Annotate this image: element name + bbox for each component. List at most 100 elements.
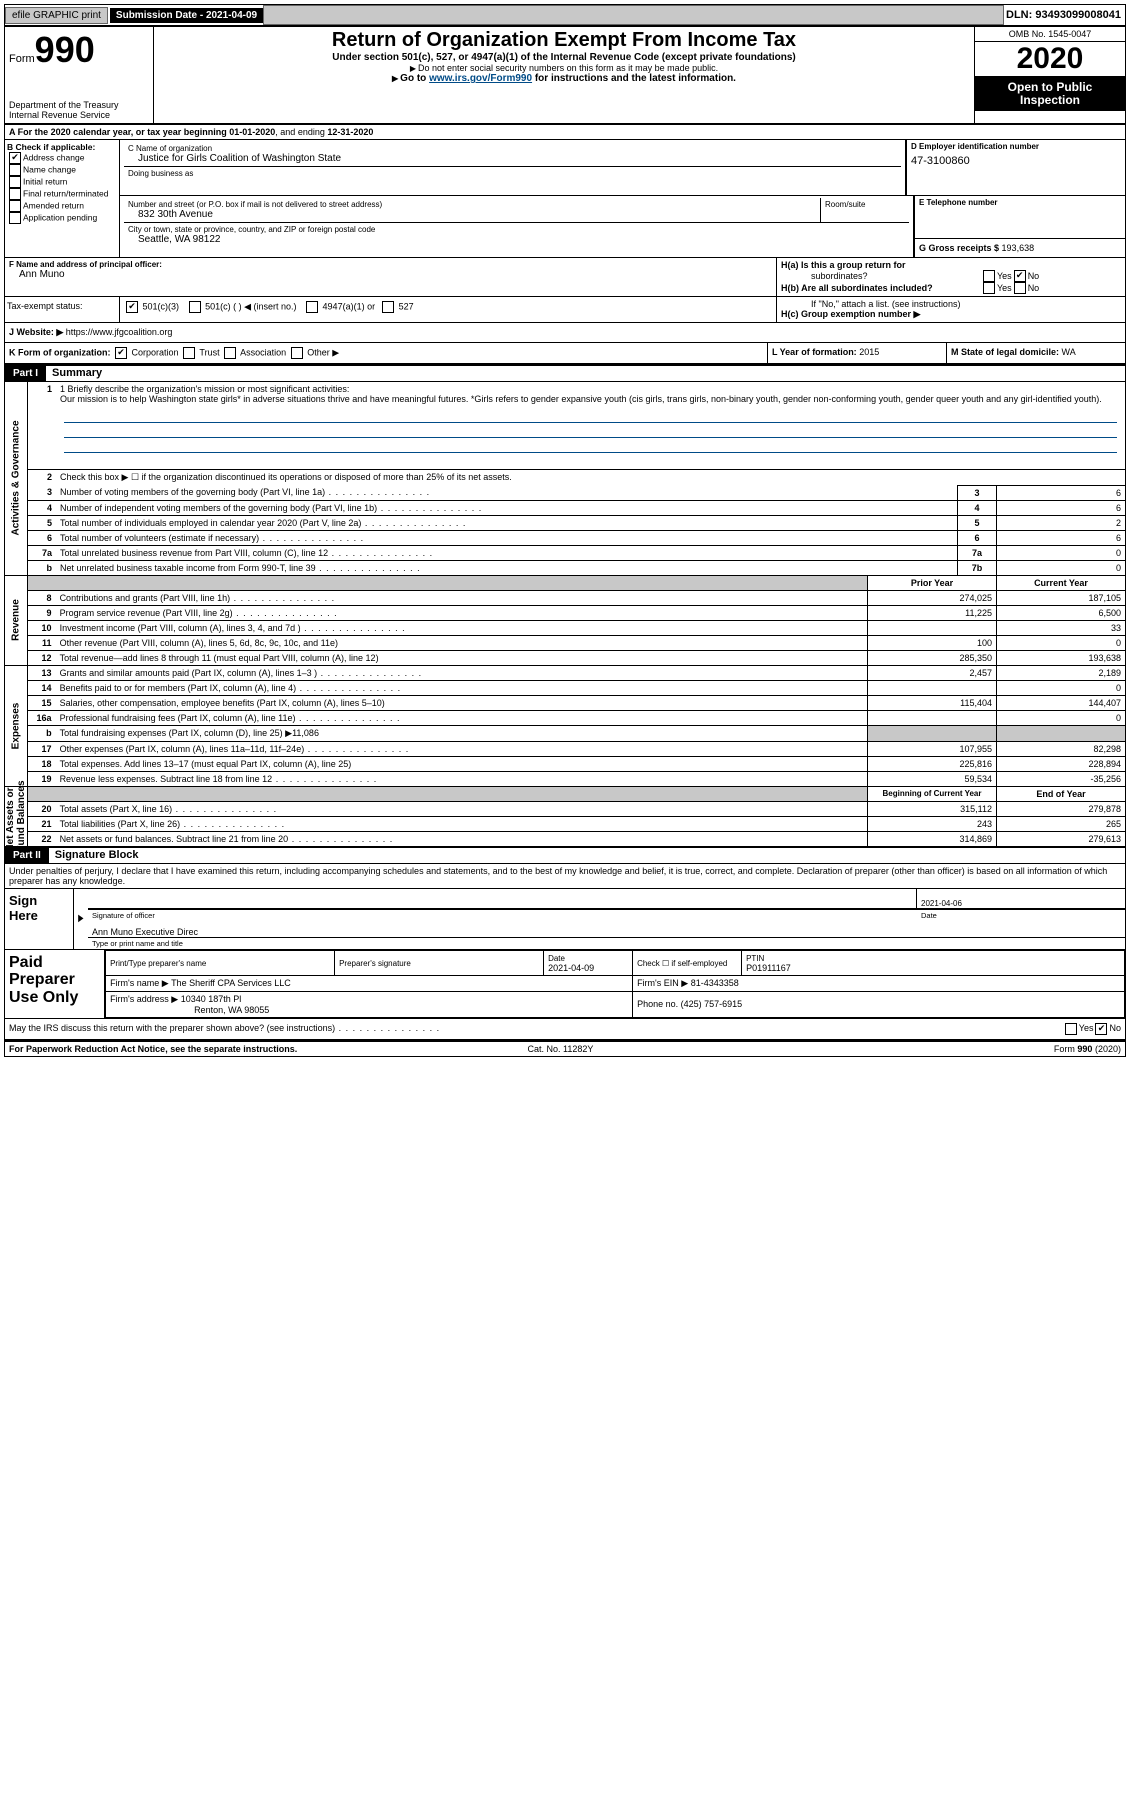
hb-note: If "No," attach a list. (see instruction… bbox=[781, 299, 1121, 309]
chk-name-change[interactable] bbox=[9, 164, 21, 176]
expenses-section: Expenses 13Grants and similar amounts pa… bbox=[5, 665, 1125, 786]
group-return: H(a) Is this a group return for subordin… bbox=[776, 258, 1125, 296]
paid-preparer-label: Paid Preparer Use Only bbox=[5, 950, 105, 1018]
chk-4947[interactable] bbox=[306, 301, 318, 313]
part-i-header: Part ISummary bbox=[5, 366, 1125, 382]
chk-application[interactable] bbox=[9, 212, 21, 224]
revenue-section: Revenue Prior YearCurrent Year 8Contribu… bbox=[5, 575, 1125, 665]
phone-label: E Telephone number bbox=[919, 198, 998, 207]
ha-no[interactable] bbox=[1014, 270, 1026, 282]
hdr-left: Form990 Department of the TreasuryIntern… bbox=[5, 27, 154, 123]
irs-discuss-row: May the IRS discuss this return with the… bbox=[5, 1019, 1125, 1041]
row-a-tax-year: A For the 2020 calendar year, or tax yea… bbox=[5, 125, 1125, 140]
chk-527[interactable] bbox=[382, 301, 394, 313]
expenses-table: 13Grants and similar amounts paid (Part … bbox=[28, 666, 1125, 786]
form-subtitle-1: Under section 501(c), 527, or 4947(a)(1)… bbox=[156, 52, 972, 63]
signer-name-label: Type or print name and title bbox=[88, 937, 1125, 949]
addr-value: 832 30th Avenue bbox=[128, 209, 816, 220]
chk-address-change[interactable] bbox=[9, 152, 21, 164]
net-assets-section: Net Assets orFund Balances Beginning of … bbox=[5, 786, 1125, 848]
sig-date-label: Date bbox=[917, 909, 1125, 921]
chk-other[interactable] bbox=[291, 347, 303, 359]
hdr-right: OMB No. 1545-0047 2020 Open to PublicIns… bbox=[974, 27, 1125, 123]
dln: DLN: 93493099008041 bbox=[1006, 9, 1125, 21]
omb-number: OMB No. 1545-0047 bbox=[975, 27, 1125, 42]
col-b-title: B Check if applicable: bbox=[7, 142, 95, 152]
form-subtitle-2: Do not enter social security numbers on … bbox=[156, 63, 972, 73]
net-assets-table: Beginning of Current YearEnd of Year 20T… bbox=[28, 787, 1125, 846]
governance-table: 1 1 Briefly describe the organization's … bbox=[28, 382, 1125, 575]
org-name: Justice for Girls Coalition of Washingto… bbox=[128, 153, 897, 164]
col-e-g: E Telephone number G Gross receipts $ 19… bbox=[914, 196, 1125, 257]
foot-right: Form 990 (2020) bbox=[1054, 1044, 1121, 1054]
penalties-text: Under penalties of perjury, I declare th… bbox=[5, 864, 1125, 889]
state-domicile: WA bbox=[1062, 347, 1076, 357]
col-d-ein: D Employer identification number 47-3100… bbox=[906, 140, 1125, 195]
discuss-no[interactable] bbox=[1095, 1023, 1107, 1035]
sign-date: 2021-04-06 bbox=[916, 889, 1125, 908]
firm-addr2: Renton, WA 98055 bbox=[110, 1005, 269, 1015]
principal-officer: F Name and address of principal officer:… bbox=[5, 258, 776, 296]
firm-phone: (425) 757-6915 bbox=[681, 999, 743, 1009]
city-value: Seattle, WA 98122 bbox=[128, 234, 905, 245]
chk-corporation[interactable] bbox=[115, 347, 127, 359]
hc-label: H(c) Group exemption number ▶ bbox=[781, 309, 920, 319]
gross-receipts-value: 193,638 bbox=[1002, 243, 1035, 253]
room-suite-label: Room/suite bbox=[821, 198, 909, 222]
row-j-website: J Website: ▶ https://www.jfgcoalition.or… bbox=[5, 323, 1125, 343]
form-subtitle-3: Go to www.irs.gov/Form990 for instructio… bbox=[156, 73, 972, 84]
form-container: efile GRAPHIC print Submission Date - 20… bbox=[4, 4, 1126, 1057]
vlabel-revenue: Revenue bbox=[5, 576, 28, 665]
line-2: Check this box ▶ ☐ if the organization d… bbox=[56, 469, 1125, 485]
hb-no[interactable] bbox=[1014, 282, 1026, 294]
efile-blank-bar bbox=[263, 5, 1004, 25]
vlabel-netassets: Net Assets orFund Balances bbox=[5, 787, 28, 846]
hb-yes[interactable] bbox=[983, 282, 995, 294]
row-f-h: F Name and address of principal officer:… bbox=[5, 258, 1125, 297]
firm-ein: 81-4343358 bbox=[691, 978, 739, 988]
foot-center: Cat. No. 11282Y bbox=[528, 1044, 594, 1054]
firm-addr1: 10340 187th Pl bbox=[181, 994, 242, 1004]
paid-preparer-table: Print/Type preparer's name Preparer's si… bbox=[105, 950, 1125, 1018]
mission-label: 1 Briefly describe the organization's mi… bbox=[60, 384, 1121, 394]
paid-preparer-block: Paid Preparer Use Only Print/Type prepar… bbox=[5, 950, 1125, 1019]
open-to-public: Open to PublicInspection bbox=[975, 77, 1125, 111]
dept-treasury: Department of the TreasuryInternal Reven… bbox=[9, 101, 149, 121]
chk-amended[interactable] bbox=[9, 200, 21, 212]
sig-officer-label: Signature of officer bbox=[88, 909, 917, 921]
discuss-yes[interactable] bbox=[1065, 1023, 1077, 1035]
activities-governance-section: Activities & Governance 1 1 Briefly desc… bbox=[5, 382, 1125, 575]
form-number: Form990 bbox=[9, 29, 149, 71]
chk-association[interactable] bbox=[224, 347, 236, 359]
chk-trust[interactable] bbox=[183, 347, 195, 359]
ein-value: 47-3100860 bbox=[911, 151, 1121, 171]
ha-yes[interactable] bbox=[983, 270, 995, 282]
part-ii-header: Part IISignature Block bbox=[5, 848, 1125, 864]
col-b-checkboxes: B Check if applicable: Address change Na… bbox=[5, 140, 120, 257]
lbl-final-return: Final return/terminated bbox=[23, 188, 109, 198]
tax-status-label: Tax-exempt status: bbox=[5, 297, 120, 322]
addr-label: Number and street (or P.O. box if mail i… bbox=[128, 200, 816, 209]
vlabel-expenses: Expenses bbox=[5, 666, 28, 786]
lbl-address-change: Address change bbox=[23, 152, 84, 162]
foot-left: For Paperwork Reduction Act Notice, see … bbox=[9, 1044, 297, 1054]
firm-name: The Sheriff CPA Services LLC bbox=[171, 978, 291, 988]
irs-link[interactable]: www.irs.gov/Form990 bbox=[429, 73, 532, 84]
signer-name: Ann Muno Executive Direc bbox=[88, 921, 1125, 937]
city-label: City or town, state or province, country… bbox=[128, 225, 905, 234]
chk-501c[interactable] bbox=[189, 301, 201, 313]
gross-receipts-label: G Gross receipts $ bbox=[919, 243, 1002, 253]
sign-here-block: Sign Here 2021-04-06 Signature of office… bbox=[5, 889, 1125, 950]
dba-label: Doing business as bbox=[128, 169, 897, 178]
row-k-l-m: K Form of organization: Corporation Trus… bbox=[5, 343, 1125, 366]
chk-501c3[interactable] bbox=[126, 301, 138, 313]
chk-final-return[interactable] bbox=[9, 188, 21, 200]
ptin-value: P01911167 bbox=[746, 963, 791, 973]
website-url: https://www.jfgcoalition.org bbox=[66, 327, 173, 337]
form-title: Return of Organization Exempt From Incom… bbox=[156, 29, 972, 52]
col-c-name-addr: C Name of organization Justice for Girls… bbox=[120, 140, 1125, 257]
lbl-initial-return: Initial return bbox=[23, 176, 67, 186]
efile-print-btn[interactable]: efile GRAPHIC print bbox=[5, 7, 108, 24]
chk-initial-return[interactable] bbox=[9, 176, 21, 188]
lbl-name-change: Name change bbox=[23, 164, 76, 174]
